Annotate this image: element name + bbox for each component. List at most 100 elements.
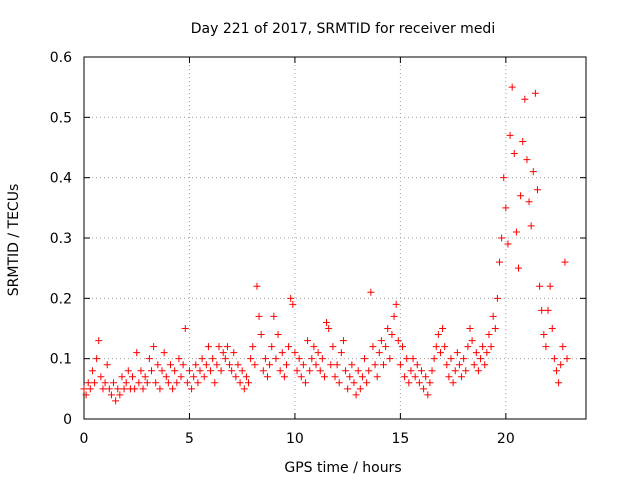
data-point — [468, 337, 476, 345]
data-point — [548, 325, 556, 332]
data-point — [508, 83, 516, 91]
y-tick-label: 0.5 — [50, 110, 72, 126]
data-point — [261, 355, 269, 363]
data-point — [561, 258, 569, 266]
data-point — [434, 331, 442, 339]
data-point — [394, 337, 402, 345]
data-point — [466, 325, 474, 332]
data-point — [390, 312, 398, 320]
data-point — [278, 349, 286, 357]
data-point — [432, 343, 440, 351]
data-point — [103, 361, 111, 369]
data-point — [460, 355, 468, 363]
data-point — [318, 355, 326, 363]
x-tick-label: 0 — [80, 431, 89, 447]
data-point — [274, 331, 282, 339]
data-point — [323, 318, 331, 326]
data-point — [179, 361, 187, 369]
data-point — [304, 337, 312, 345]
data-point — [544, 306, 552, 314]
data-point — [234, 361, 242, 369]
data-point — [396, 361, 404, 369]
data-point — [173, 379, 181, 387]
data-point — [517, 192, 525, 200]
data-point — [198, 355, 206, 363]
data-point — [371, 361, 379, 369]
data-point — [192, 361, 200, 369]
data-point — [531, 89, 539, 97]
data-point — [392, 300, 400, 308]
data-point — [249, 343, 257, 351]
data-point — [120, 385, 128, 393]
data-point — [367, 288, 375, 296]
data-point — [344, 385, 352, 393]
data-point — [555, 379, 563, 387]
data-point — [287, 294, 295, 302]
data-point — [282, 361, 290, 369]
axis-ticks: 0 0.1 0.2 0.3 0.4 0.5 0.6 0 5 10 15 20 — [50, 50, 586, 447]
data-point — [181, 325, 189, 332]
data-point — [455, 361, 463, 369]
data-point — [129, 373, 137, 381]
y-tick-label: 0 — [63, 412, 72, 428]
data-point — [451, 367, 459, 375]
data-point — [369, 343, 377, 351]
data-point — [219, 349, 227, 357]
data-point — [93, 355, 101, 363]
data-point — [515, 264, 523, 272]
data-point — [285, 343, 293, 351]
data-point — [352, 391, 360, 399]
data-point — [373, 373, 381, 381]
data-point — [401, 373, 409, 381]
data-point — [183, 379, 191, 387]
x-tick-label: 10 — [286, 431, 304, 447]
data-point — [415, 379, 423, 387]
data-point — [445, 373, 453, 381]
data-point — [356, 385, 364, 393]
data-point — [293, 367, 301, 375]
data-point — [443, 361, 451, 369]
data-point — [557, 361, 565, 369]
data-point — [464, 343, 472, 351]
data-point — [245, 379, 253, 387]
data-point — [430, 355, 438, 363]
data-point — [162, 373, 170, 381]
data-point — [204, 343, 212, 351]
data-point — [521, 95, 529, 103]
data-point — [175, 355, 183, 363]
data-point — [196, 367, 204, 375]
data-point — [135, 379, 143, 387]
data-point — [449, 379, 457, 387]
data-point — [388, 331, 396, 339]
data-point — [306, 367, 314, 375]
data-point — [295, 355, 303, 363]
grid — [84, 57, 586, 419]
data-point — [156, 385, 164, 393]
data-point — [101, 379, 109, 387]
data-point — [447, 355, 455, 363]
data-point — [325, 325, 333, 332]
data-point — [485, 331, 493, 339]
data-point — [289, 300, 297, 308]
data-point — [221, 355, 229, 363]
data-point — [114, 385, 122, 393]
data-point — [188, 385, 196, 393]
data-point — [529, 168, 537, 176]
data-point — [417, 367, 425, 375]
data-point — [525, 198, 533, 206]
y-tick-label: 0.1 — [50, 352, 72, 368]
y-tick-label: 0.3 — [50, 231, 72, 247]
data-point — [496, 258, 504, 266]
data-point — [498, 234, 506, 242]
data-point — [348, 361, 356, 369]
data-point — [411, 373, 419, 381]
data-point — [131, 385, 139, 393]
data-point — [546, 282, 554, 290]
data-point — [147, 367, 155, 375]
data-points — [80, 83, 571, 405]
data-point — [112, 397, 120, 405]
data-point — [377, 337, 385, 345]
data-point — [314, 349, 322, 357]
data-point — [185, 367, 193, 375]
data-point — [536, 282, 544, 290]
